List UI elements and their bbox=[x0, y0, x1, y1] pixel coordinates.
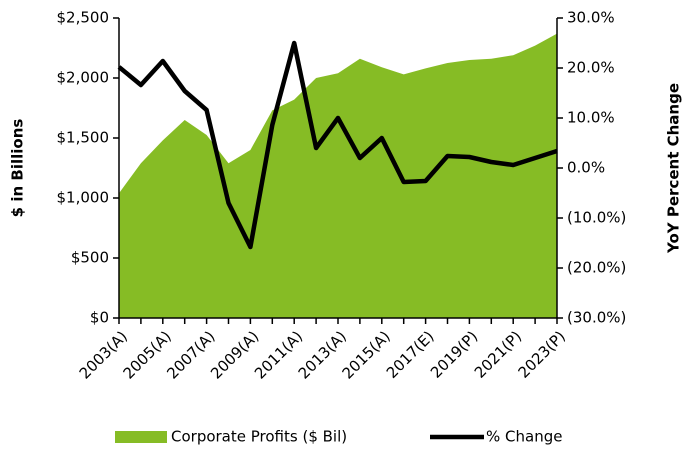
y2-tick-label: (30.0%) bbox=[567, 309, 626, 327]
x-tick-label: 2015(A) bbox=[339, 327, 394, 382]
x-tick-label: 2023(P) bbox=[515, 327, 569, 381]
y2-axis-label: YoY Percent Change bbox=[665, 83, 683, 254]
x-tick-label: 2019(P) bbox=[427, 327, 481, 381]
y2-tick-label: 10.0% bbox=[567, 109, 615, 127]
y-axis-label: $ in Billions bbox=[9, 119, 27, 218]
y-tick-label: $500 bbox=[71, 249, 109, 267]
y-tick-label: $2,500 bbox=[57, 9, 110, 27]
y2-tick-label: (20.0%) bbox=[567, 259, 626, 277]
line bbox=[117, 40, 558, 250]
y-tick-label: $1,000 bbox=[57, 189, 110, 207]
y2-tick-label: (10.0%) bbox=[567, 209, 626, 227]
y2-tick-label: 20.0% bbox=[567, 59, 615, 77]
y-tick-label: $2,000 bbox=[57, 69, 110, 87]
y-tick-label: $1,500 bbox=[57, 129, 110, 147]
area bbox=[119, 33, 557, 318]
y-tick-label: $0 bbox=[90, 309, 109, 327]
legend-label: % Change bbox=[486, 428, 562, 446]
y2-tick-label: 0.0% bbox=[567, 159, 605, 177]
x-tick-label: 2021(P) bbox=[471, 327, 525, 381]
x-tick-label: 2017(E) bbox=[383, 327, 438, 382]
y2-tick-label: 30.0% bbox=[567, 9, 615, 27]
legend-label: Corporate Profits ($ Bil) bbox=[171, 428, 347, 446]
legend-swatch bbox=[115, 431, 167, 443]
